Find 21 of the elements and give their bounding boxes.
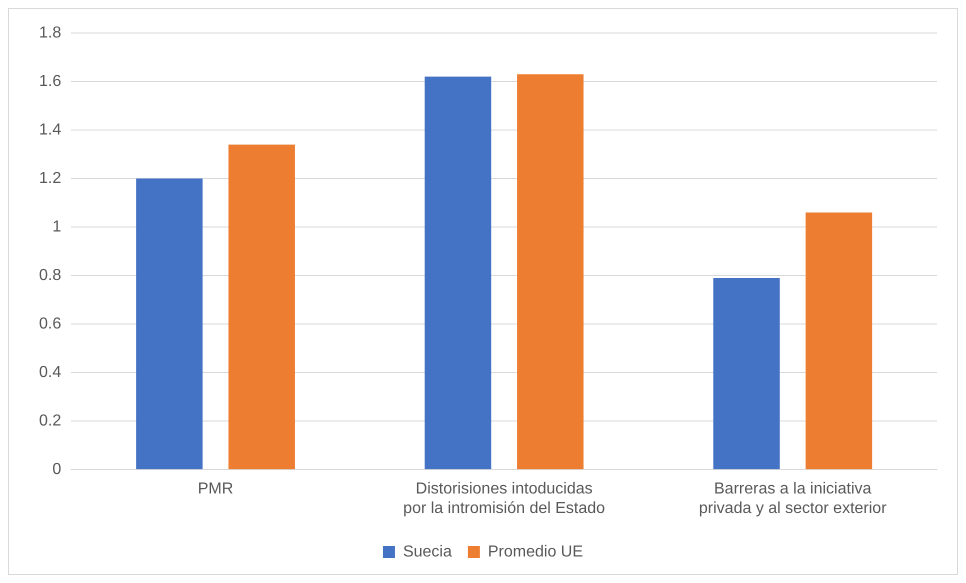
y-tick-label: 1.6 <box>38 72 62 90</box>
bar <box>713 278 780 470</box>
y-tick-label: 1 <box>52 218 62 236</box>
legend-label: Promedio UE <box>488 543 584 560</box>
bar <box>424 76 492 470</box>
bar <box>136 178 203 470</box>
x-tick-label: Barreras a la iniciativa privada y al sector exterior <box>698 480 888 517</box>
x-tick-label: PMR <box>198 480 234 498</box>
bar <box>517 74 584 470</box>
y-tick-label: 1.2 <box>38 170 62 187</box>
x-tick-label: Distorisiones intoducidas por la intromisión del Estado <box>403 480 606 517</box>
bar <box>228 144 295 470</box>
y-tick-label: 0.8 <box>38 266 62 284</box>
y-tick-label: 0.6 <box>38 315 62 332</box>
y-tick-label: 0.2 <box>38 412 62 430</box>
y-tick-label: 1.4 <box>38 121 62 138</box>
y-tick-label: 0 <box>52 461 62 478</box>
legend-label: Suecia <box>402 543 452 560</box>
y-tick-label: 1.8 <box>38 24 62 42</box>
bar <box>806 212 872 470</box>
y-tick-label: 0.4 <box>38 364 62 381</box>
